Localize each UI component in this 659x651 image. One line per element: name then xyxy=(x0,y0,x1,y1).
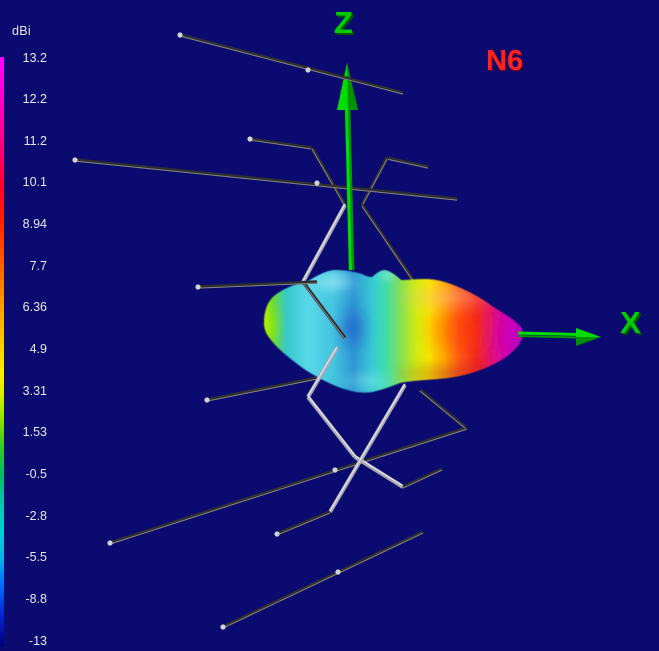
antenna-wire-highlight xyxy=(307,346,338,397)
antenna-wire-segment xyxy=(418,388,467,429)
scale-tick-label: 8.94 xyxy=(22,217,47,232)
antenna-wires-back xyxy=(72,136,468,630)
lobe-highlight-bottom xyxy=(338,369,400,393)
antenna-wire-highlight xyxy=(302,203,346,282)
wire-node-dot xyxy=(332,467,338,473)
antenna-wire-highlight xyxy=(386,158,429,169)
antenna-wire-top xyxy=(177,32,404,95)
antenna-wire-highlight xyxy=(361,158,388,207)
z-axis-arrow xyxy=(337,63,358,271)
scale-tick-label: 12.2 xyxy=(22,92,47,107)
wire-node-dot xyxy=(274,531,280,537)
wire-node-dot xyxy=(305,67,311,73)
antenna-wire-highlight xyxy=(329,383,406,512)
annotation-n6: N6 xyxy=(486,45,524,77)
antenna-wire-segment xyxy=(74,158,458,201)
antenna-wire-highlight xyxy=(276,512,331,536)
scale-tick-label: 6.36 xyxy=(22,300,47,315)
antenna-wire-highlight xyxy=(249,139,313,150)
antenna-wire-segment xyxy=(222,530,424,629)
antenna-wire-segment xyxy=(109,426,468,545)
wire-node-dot xyxy=(220,624,226,630)
antenna-wire-highlight xyxy=(74,160,458,201)
lobe-shade-dimple xyxy=(333,301,373,355)
antenna-wire-highlight xyxy=(307,395,356,457)
scale-tick-label: 13.2 xyxy=(22,50,47,65)
antenna-wire-highlight xyxy=(354,455,404,487)
wire-node-dot xyxy=(72,157,78,163)
antenna-wire-highlight xyxy=(311,148,346,207)
x-axis-label: X xyxy=(620,305,641,340)
antenna-wires-front xyxy=(195,203,467,537)
scale-tick-label: -2.8 xyxy=(25,508,47,523)
antenna-wire-segment xyxy=(276,510,331,536)
wire-node-dot xyxy=(107,540,113,546)
antenna-wire-highlight xyxy=(179,35,404,95)
scale-tick-label: 7.7 xyxy=(29,258,47,273)
lobe-highlight-small-bump xyxy=(375,270,399,282)
scale-tick-label: 3.31 xyxy=(22,383,47,398)
antenna-wire-segment xyxy=(310,147,347,206)
antenna-wire-highlight xyxy=(361,205,414,282)
antenna-wire-segment xyxy=(360,157,389,206)
scale-unit-label: dBi xyxy=(12,24,31,38)
antenna-wire-segment xyxy=(360,204,415,281)
scale-tick-label: -5.5 xyxy=(25,550,47,565)
scale-tick-label: 10.1 xyxy=(22,175,47,190)
x-axis-arrow xyxy=(517,328,601,346)
antenna-wire-highlight xyxy=(206,377,323,402)
radiation-lobe xyxy=(264,270,524,393)
scale-tick-label: 4.9 xyxy=(29,342,47,357)
scale-tick-label: -13 xyxy=(28,633,47,648)
antenna-wire-segment xyxy=(197,280,318,289)
antenna-wire-highlight xyxy=(402,469,443,489)
antenna-wire-highlight xyxy=(302,282,346,340)
antenna-wire-highlight xyxy=(197,282,318,289)
antenna-wire-segment xyxy=(386,156,429,169)
wire-node-dot xyxy=(177,32,183,38)
lobe-left-green-rim xyxy=(264,301,282,351)
antenna-wire-segment xyxy=(206,375,323,402)
antenna-wire-segment xyxy=(179,33,404,95)
wire-node-dot xyxy=(204,397,210,403)
lobe-highlight-top-bump xyxy=(307,270,361,295)
wire-node-dot xyxy=(335,569,341,575)
wire-node-dot xyxy=(314,180,320,186)
scale-tick-label: -0.5 xyxy=(25,467,47,481)
scale-tick-label: 1.53 xyxy=(22,425,47,440)
scale-tick-label: 11.2 xyxy=(23,133,47,148)
antenna-wire-segment xyxy=(402,467,443,489)
antenna-wire-highlight xyxy=(419,390,466,429)
wire-node-dot xyxy=(195,284,201,290)
antenna-wire-segment xyxy=(249,137,313,150)
antenna-wire-segment xyxy=(353,455,405,489)
z-axis-label: Z xyxy=(334,5,353,40)
wire-node-dot xyxy=(247,136,253,142)
antenna-wire-highlight xyxy=(222,532,424,629)
scale-tick-label: -8.8 xyxy=(25,591,47,606)
antenna-wire-segment xyxy=(301,280,347,340)
color-scale-bar xyxy=(0,57,4,646)
antenna-wire-highlight xyxy=(109,428,468,545)
